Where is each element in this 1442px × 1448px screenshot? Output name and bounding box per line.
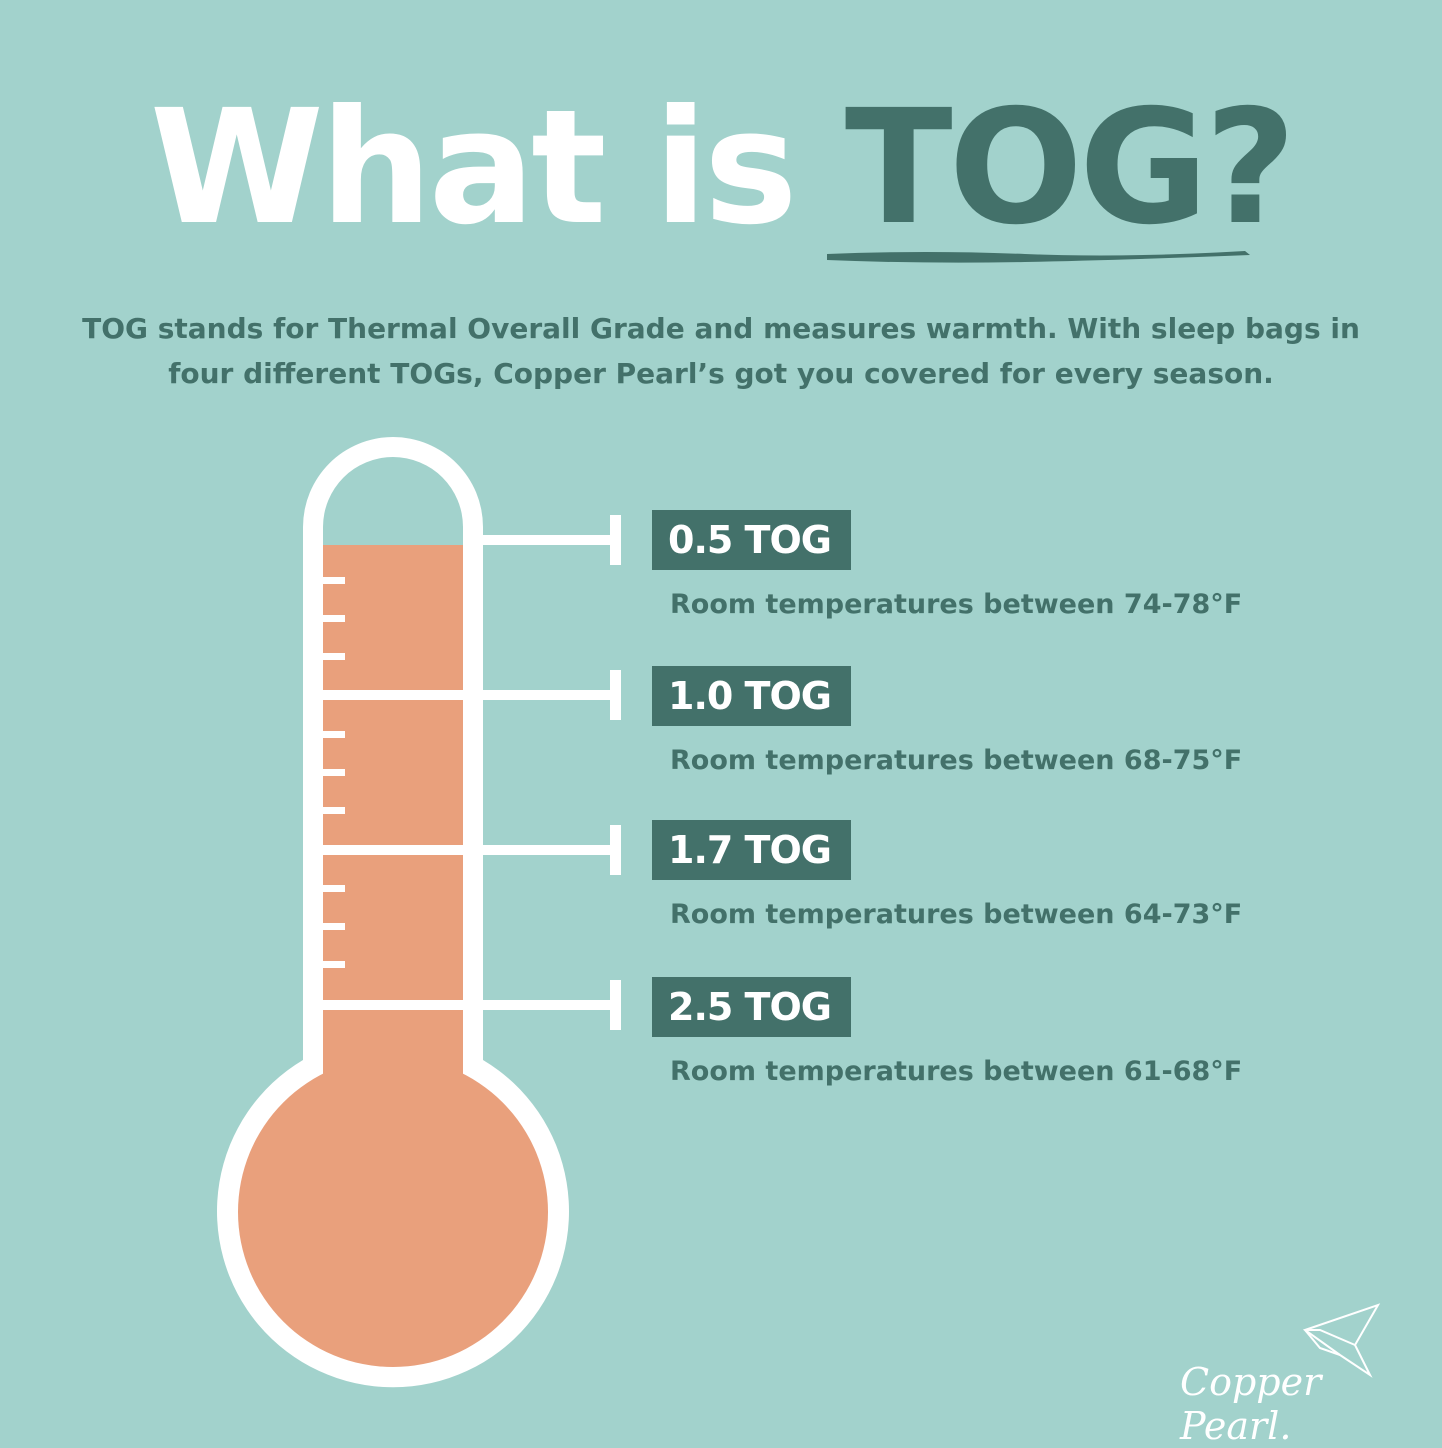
- origami-bird-icon: [1302, 1303, 1381, 1378]
- intro-text: TOG stands for Thermal Overall Grade and…: [82, 312, 1360, 390]
- brand-logo: Copper Pearl.: [1180, 1360, 1322, 1448]
- tog-label-1-0: 1.0 TOG: [652, 666, 851, 726]
- tog-label-1-7: 1.7 TOG: [652, 820, 851, 880]
- tog-range-0-5: Room temperatures between 74-78°F: [670, 589, 1243, 620]
- title-part1: What is: [149, 76, 798, 260]
- page-title: What is TOG?: [0, 78, 1442, 258]
- tog-range-1-7: Room temperatures between 64-73°F: [670, 899, 1243, 930]
- tog-range-1-0: Room temperatures between 68-75°F: [670, 745, 1243, 776]
- tog-range-2-5: Room temperatures between 61-68°F: [670, 1056, 1243, 1087]
- tog-label-2-5: 2.5 TOG: [652, 977, 851, 1037]
- brush-underline: [827, 251, 1250, 263]
- tog-label-0-5: 0.5 TOG: [652, 510, 851, 570]
- title-part2: TOG?: [844, 76, 1296, 260]
